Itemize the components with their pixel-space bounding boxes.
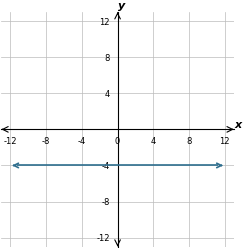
Text: x: x xyxy=(235,120,242,130)
Text: y: y xyxy=(118,1,126,11)
